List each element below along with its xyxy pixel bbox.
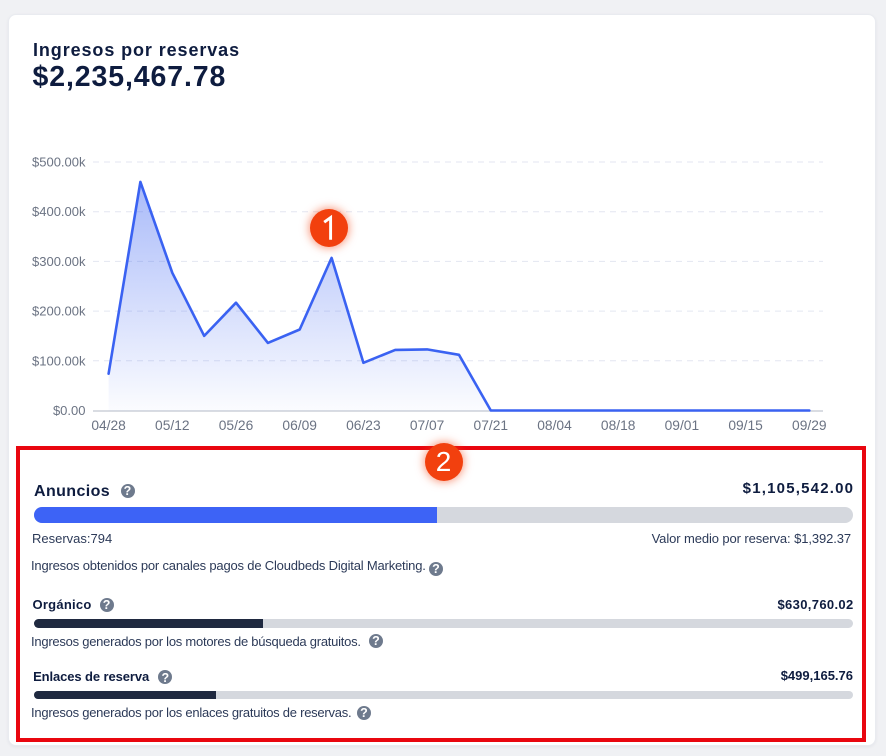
- svg-text:$100.00k: $100.00k: [32, 353, 86, 368]
- svg-text:05/26: 05/26: [219, 418, 254, 433]
- svg-text:$300.00k: $300.00k: [32, 254, 86, 269]
- svg-text:09/29: 09/29: [792, 418, 827, 433]
- svg-text:$200.00k: $200.00k: [32, 304, 86, 319]
- svg-text:08/04: 08/04: [537, 418, 572, 433]
- svg-text:07/07: 07/07: [410, 418, 445, 433]
- svg-text:07/21: 07/21: [474, 418, 509, 433]
- svg-text:$400.00k: $400.00k: [32, 204, 86, 219]
- svg-text:08/18: 08/18: [601, 418, 636, 433]
- svg-text:05/12: 05/12: [155, 418, 190, 433]
- svg-text:09/01: 09/01: [665, 418, 700, 433]
- svg-text:09/15: 09/15: [728, 418, 763, 433]
- svg-text:$500.00k: $500.00k: [32, 155, 86, 170]
- svg-text:$0.00: $0.00: [53, 403, 86, 418]
- svg-text:06/09: 06/09: [282, 418, 317, 433]
- svg-text:04/28: 04/28: [91, 418, 126, 433]
- svg-text:06/23: 06/23: [346, 418, 381, 433]
